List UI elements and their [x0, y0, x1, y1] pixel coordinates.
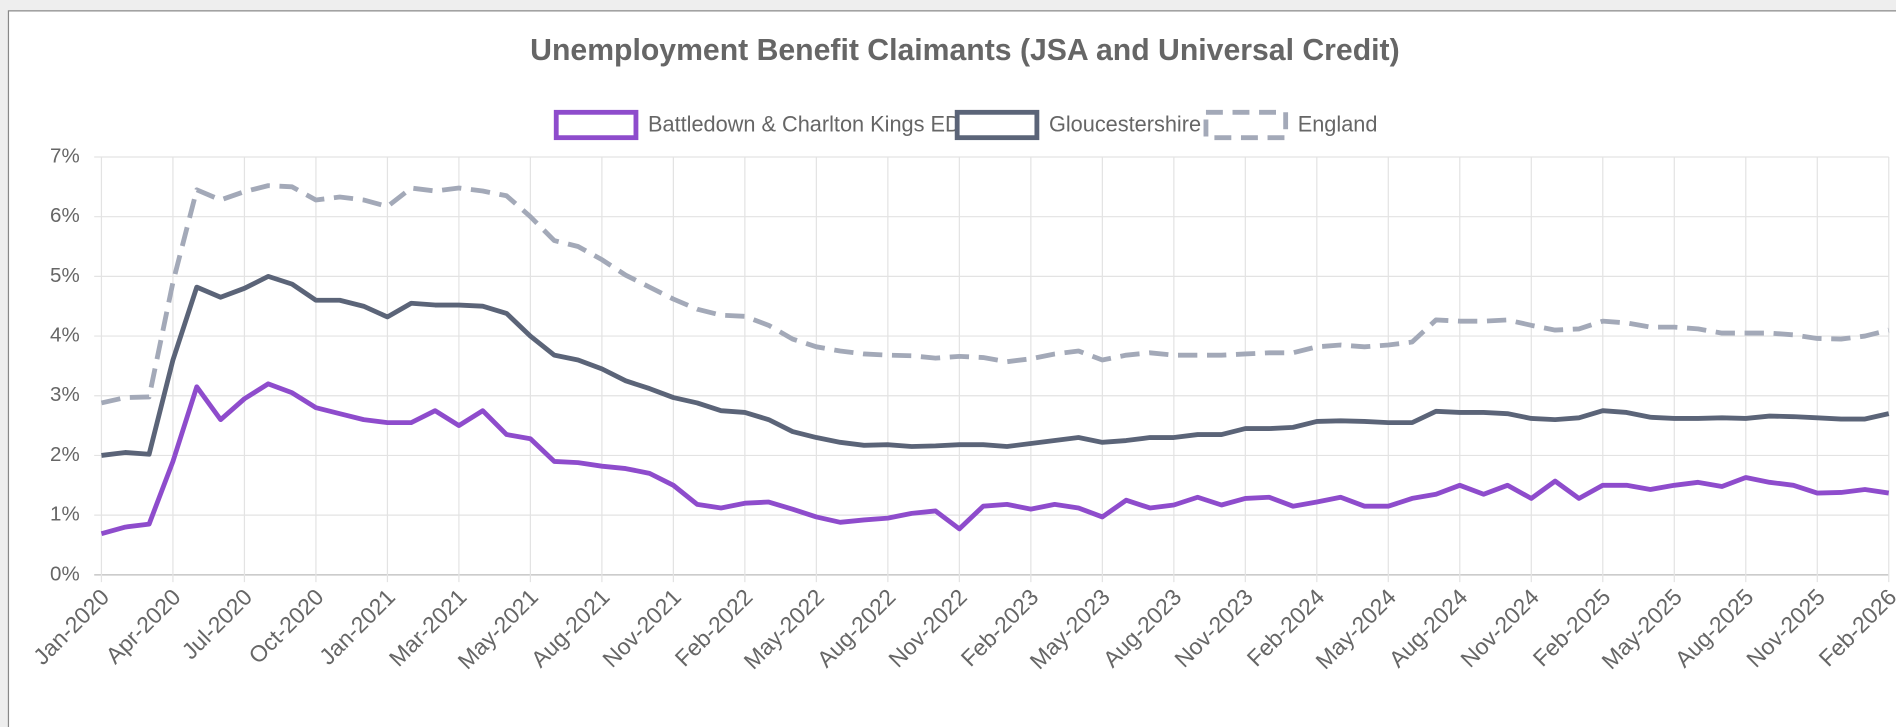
chart-panel [7, 10, 1896, 727]
series-line [100, 183, 1890, 406]
y-tick-label: 7% [50, 144, 80, 167]
y-tick-label: 5% [50, 264, 80, 287]
y-tick-label: 6% [50, 204, 80, 227]
series-line [101, 273, 1890, 458]
legend-label: Battledown & Charlton Kings ED [648, 111, 961, 136]
series-line [100, 381, 1890, 536]
legend-swatch [1203, 109, 1289, 141]
y-tick-label: 1% [50, 503, 80, 526]
legend-swatch [553, 109, 639, 141]
y-tick-label: 4% [50, 323, 80, 346]
legend-label: England [1298, 111, 1378, 136]
legend-swatch [954, 109, 1040, 141]
chart-title: Unemployment Benefit Claimants (JSA and … [530, 34, 1399, 67]
y-tick-label: 0% [50, 562, 80, 585]
y-tick-label: 2% [50, 443, 80, 466]
legend-label: Gloucestershire [1049, 111, 1201, 136]
y-tick-label: 3% [50, 383, 80, 406]
